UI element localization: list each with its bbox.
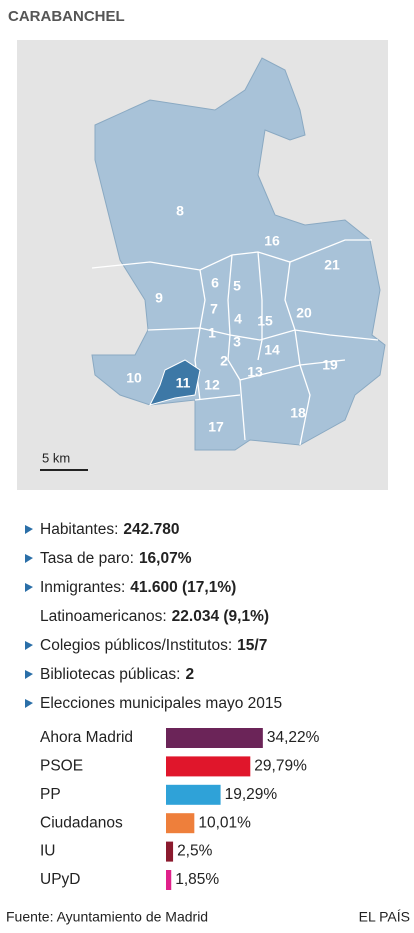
district-label: 20 (296, 305, 312, 321)
bullet (25, 699, 33, 708)
district-label: 17 (208, 419, 224, 435)
district-label: 8 (176, 203, 184, 219)
stat-value: 15/7 (237, 637, 267, 654)
stat-value: 242.780 (123, 521, 179, 538)
source: Fuente: Ayuntamiento de Madrid (6, 909, 208, 925)
bar (166, 813, 195, 834)
district-label: 19 (322, 357, 338, 373)
stat-label: Habitantes: (40, 521, 118, 538)
stat-label: Colegios públicos/Institutos: (40, 637, 232, 654)
value-label: 34,22% (267, 729, 320, 746)
elections-title: Elecciones municipales mayo 2015 (40, 695, 282, 712)
bar (166, 728, 263, 748)
district-label: 5 (233, 278, 241, 294)
value-label: 29,79% (254, 757, 307, 774)
district-label: 3 (233, 334, 241, 350)
value-label: 1,85% (175, 871, 219, 888)
district-label: 4 (234, 311, 242, 327)
district-label: 13 (247, 364, 263, 380)
highlighted-district (149, 359, 201, 406)
bullet (25, 554, 33, 563)
scale-label: 5 km (42, 450, 70, 465)
district-label: 15 (257, 313, 273, 329)
stat-row: Colegios públicos/Institutos: 15/7 (40, 637, 267, 654)
value-label: 19,29% (225, 786, 278, 803)
party-name: PSOE (40, 757, 83, 774)
district-label: 12 (204, 377, 220, 393)
stat-row: Inmigrantes: 41.600 (17,1%) (40, 579, 236, 596)
stats: Habitantes: 242.780 Tasa de paro: 16,07% Inm… (25, 521, 269, 708)
stat-row: Latinoamericanos: 22.034 (9,1%) (40, 608, 269, 625)
party-name: PP (40, 786, 61, 803)
stat-label: Bibliotecas públicas: (40, 666, 180, 683)
stat-label: Latinoamericanos: (40, 608, 167, 625)
stat-row: Habitantes: 242.780 (40, 521, 179, 538)
elections: Elecciones municipales mayo 2015 Ahora Ma… (40, 695, 320, 890)
brand: EL PAÍS (359, 909, 410, 925)
stat-row: Tasa de paro: 16,07% (40, 550, 192, 567)
party-name: UPyD (40, 871, 80, 888)
district-label: 14 (264, 342, 280, 358)
stat-value: 22.034 (9,1%) (172, 608, 269, 625)
bullet (25, 670, 33, 679)
district-label: 10 (126, 370, 142, 386)
bar (166, 841, 174, 862)
district-label: 1 (208, 325, 216, 341)
party-name: IU (40, 843, 56, 860)
bullet (25, 641, 33, 650)
bar (166, 784, 221, 805)
title: CARABANCHEL (8, 8, 125, 25)
stat-label: Tasa de paro: (40, 550, 134, 567)
value-label: 2,5% (177, 843, 213, 860)
party-name: Ahora Madrid (40, 729, 133, 746)
stat-value: 41.600 (17,1%) (130, 579, 236, 596)
district-label: 9 (155, 290, 163, 306)
district-label: 6 (211, 275, 219, 291)
district-label: 16 (264, 233, 280, 249)
bar (166, 870, 172, 890)
district-label: 7 (210, 301, 218, 317)
district-label: 18 (290, 405, 306, 421)
bullet (25, 525, 33, 534)
district-label: 2 (220, 353, 228, 369)
district-label: 11 (176, 375, 191, 391)
stat-label: Inmigrantes: (40, 579, 125, 596)
value-label: 10,01% (198, 814, 251, 831)
stat-value: 16,07% (139, 550, 192, 567)
party-name: Ciudadanos (40, 814, 123, 831)
bar (166, 756, 251, 777)
district-label: 21 (324, 257, 340, 273)
stat-value: 2 (185, 666, 194, 683)
bullet (25, 583, 33, 592)
stat-row: Bibliotecas públicas: 2 (40, 666, 194, 683)
